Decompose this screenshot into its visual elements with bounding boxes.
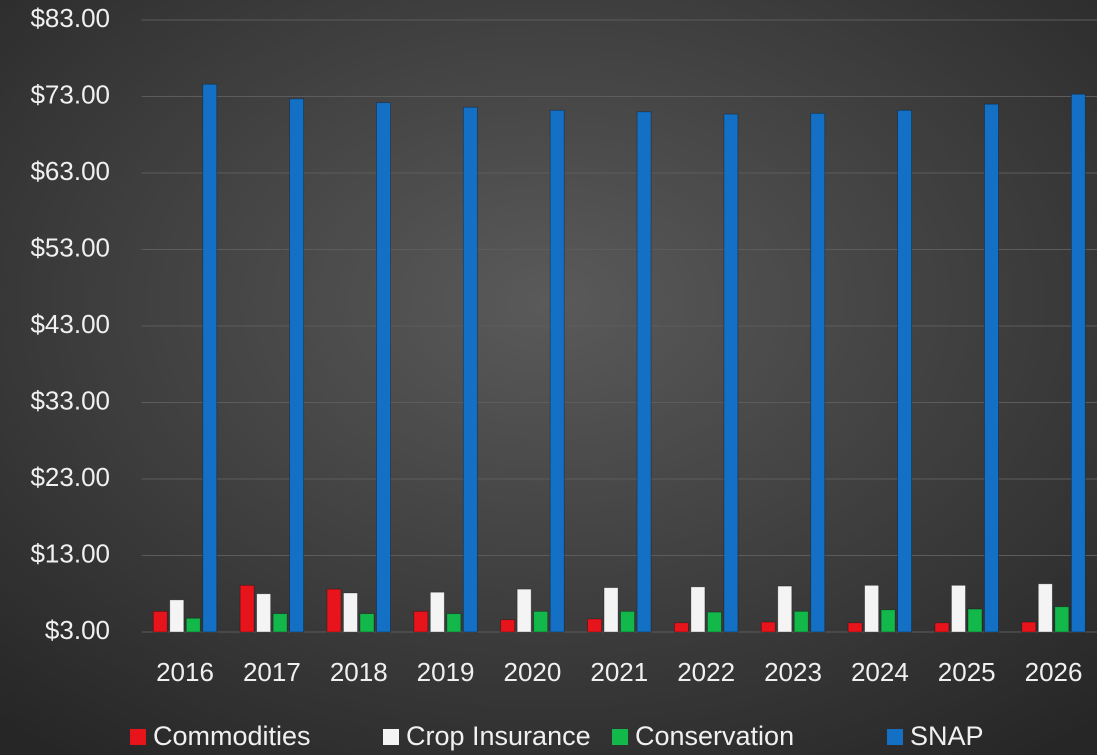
bar (343, 592, 358, 633)
bar (533, 610, 549, 633)
x-tick-label: 2025 (938, 657, 996, 687)
y-tick-label: $23.00 (30, 462, 110, 492)
bar (880, 609, 896, 633)
bar (620, 610, 635, 633)
bar (272, 613, 288, 633)
bar (446, 613, 462, 633)
bar (1037, 583, 1053, 633)
bar (152, 610, 168, 633)
bar (549, 109, 565, 633)
legend-marker (383, 729, 399, 745)
y-tick-label: $3.00 (45, 615, 110, 645)
x-tick-label: 2026 (1025, 657, 1083, 687)
bar (169, 599, 185, 633)
y-tick-label: $13.00 (30, 538, 110, 568)
legend-label: SNAP (910, 721, 984, 751)
bar (413, 610, 429, 633)
bar (674, 622, 689, 633)
bar (359, 613, 375, 633)
bar (951, 584, 966, 633)
bar (376, 102, 391, 633)
bar (516, 588, 532, 633)
y-tick-label: $83.00 (30, 3, 110, 33)
bar (587, 618, 602, 633)
y-tick-label: $53.00 (30, 232, 110, 262)
x-tick-label: 2020 (504, 657, 562, 687)
bar (289, 98, 305, 633)
x-tick-label: 2024 (851, 657, 909, 687)
legend-label: Commodities (153, 721, 311, 751)
bar (636, 111, 652, 633)
bar (777, 585, 793, 633)
bar (810, 112, 826, 633)
bar (202, 83, 218, 633)
bar (723, 113, 739, 633)
bar (847, 622, 863, 633)
legend-marker (612, 729, 628, 745)
legend-label: Crop Insurance (406, 721, 591, 751)
bar (793, 610, 809, 633)
bar (239, 584, 255, 633)
bar (934, 622, 950, 633)
bar (1054, 606, 1070, 633)
bar (1070, 93, 1086, 633)
x-tick-label: 2023 (764, 657, 822, 687)
y-tick-label: $73.00 (30, 79, 110, 109)
legend-marker (887, 729, 903, 745)
x-tick-label: 2018 (330, 657, 388, 687)
bar (967, 608, 983, 633)
legend-marker (130, 729, 146, 745)
x-tick-label: 2019 (417, 657, 475, 687)
bar (1021, 621, 1037, 633)
x-tick-label: 2021 (590, 657, 648, 687)
bar (603, 587, 619, 633)
bar (326, 588, 342, 633)
bar (864, 584, 880, 633)
bar (690, 586, 706, 633)
y-tick-label: $43.00 (30, 309, 110, 339)
x-tick-label: 2016 (156, 657, 214, 687)
bar (897, 109, 913, 633)
bar (707, 611, 722, 633)
y-tick-label: $63.00 (30, 156, 110, 186)
bar (984, 103, 999, 633)
y-tick-label: $33.00 (30, 385, 110, 415)
bar (429, 591, 445, 633)
legend-label: Conservation (635, 721, 794, 751)
bar (256, 593, 272, 633)
bar (500, 619, 516, 633)
x-tick-label: 2022 (677, 657, 735, 687)
x-tick-label: 2017 (243, 657, 301, 687)
bar (760, 621, 776, 633)
bar (462, 106, 478, 633)
bar (185, 617, 201, 633)
